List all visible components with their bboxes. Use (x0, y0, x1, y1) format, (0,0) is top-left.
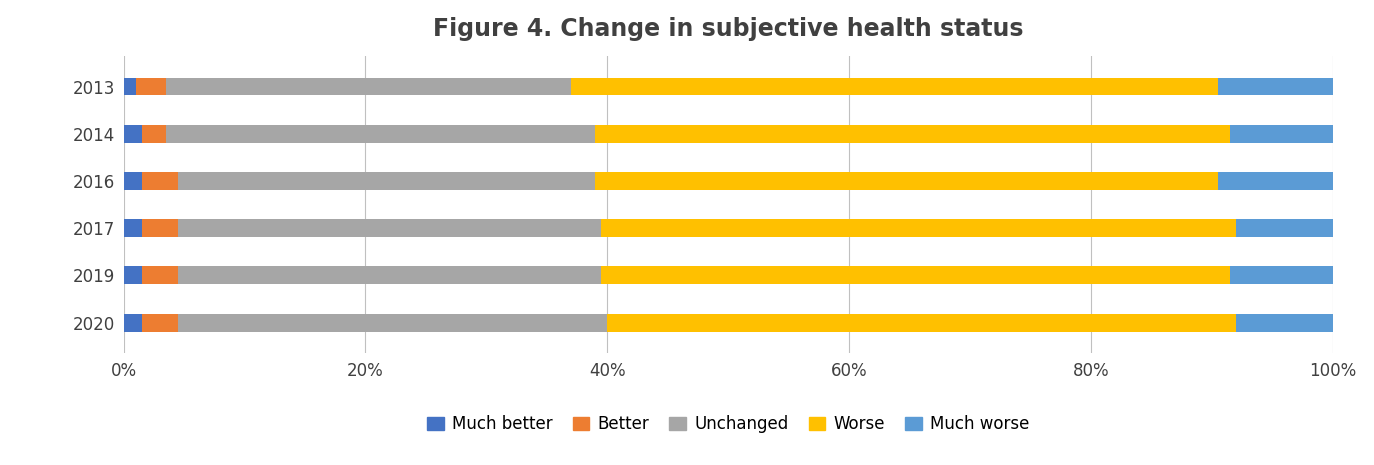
Bar (607, 314, 1237, 332)
Bar (166, 78, 572, 95)
Bar (179, 172, 595, 190)
Bar (142, 219, 179, 237)
Bar (602, 219, 1237, 237)
Bar (124, 125, 142, 143)
Bar (124, 266, 142, 285)
Bar (179, 219, 602, 237)
Bar (124, 172, 142, 190)
Bar (1237, 314, 1333, 332)
Bar (142, 266, 179, 285)
Bar (124, 219, 142, 237)
Bar (572, 78, 1217, 95)
Bar (142, 125, 166, 143)
Bar (179, 314, 607, 332)
Bar (179, 266, 602, 285)
Bar (1230, 125, 1333, 143)
Bar (595, 172, 1217, 190)
Legend: Much better, Better, Unchanged, Worse, Much worse: Much better, Better, Unchanged, Worse, M… (427, 415, 1029, 433)
Bar (1217, 78, 1333, 95)
Bar (124, 78, 136, 95)
Bar (142, 314, 179, 332)
Bar (595, 125, 1230, 143)
Bar (602, 266, 1230, 285)
Title: Figure 4. Change in subjective health status: Figure 4. Change in subjective health st… (433, 17, 1024, 41)
Bar (1217, 172, 1333, 190)
Bar (136, 78, 166, 95)
Bar (1230, 266, 1333, 285)
Bar (166, 125, 595, 143)
Bar (1237, 219, 1333, 237)
Bar (124, 314, 142, 332)
Bar (142, 172, 179, 190)
